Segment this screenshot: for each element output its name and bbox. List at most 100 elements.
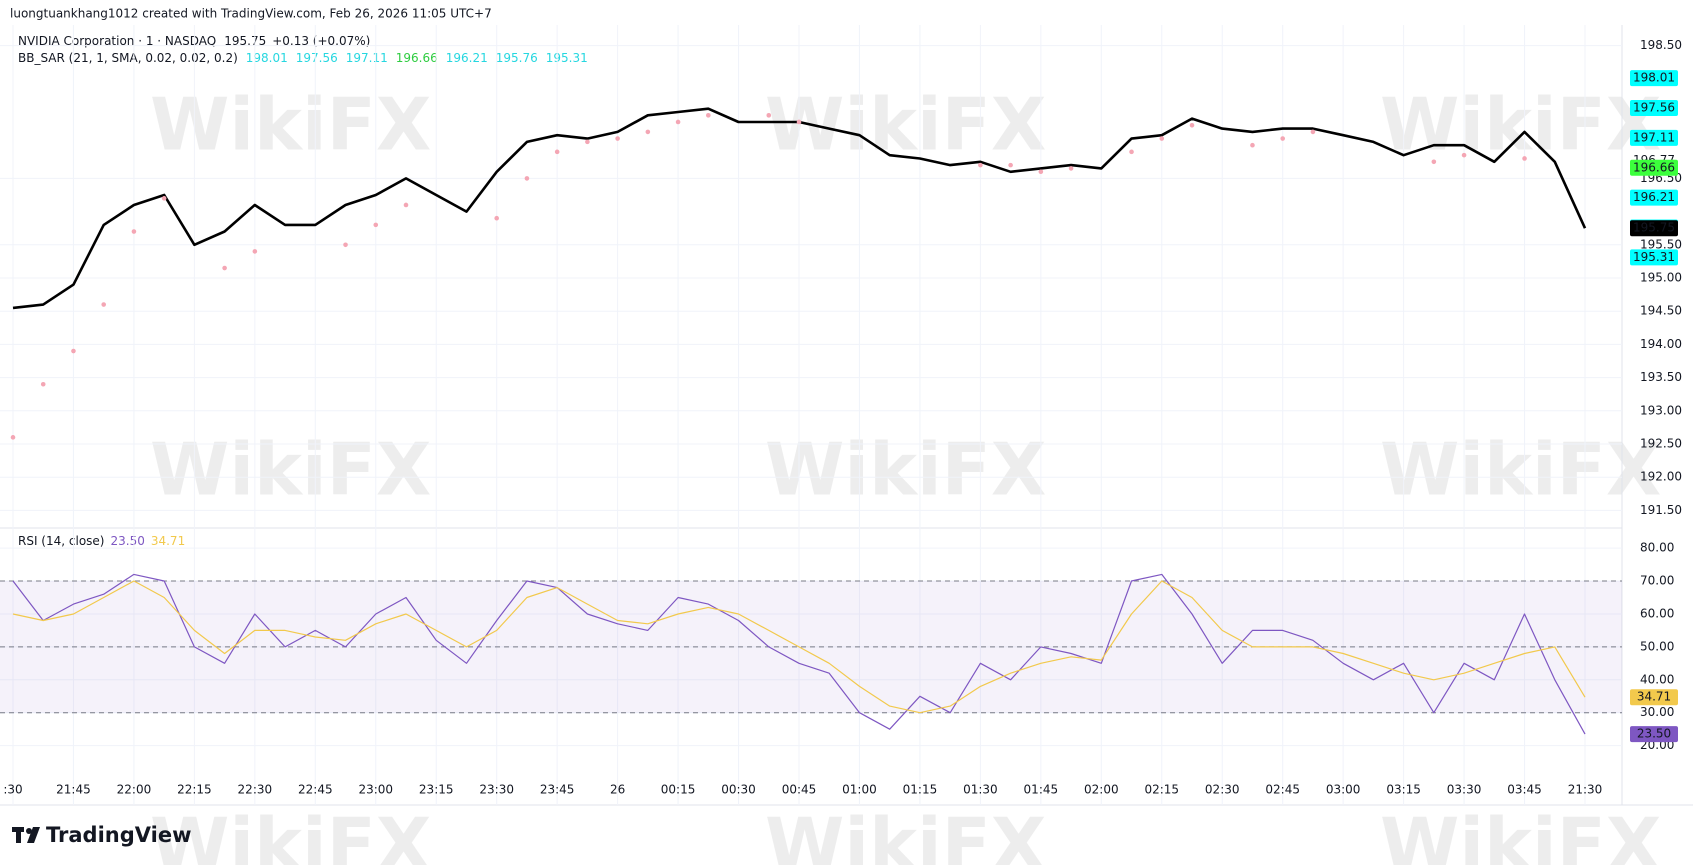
watermark: WikiFX [150,803,431,865]
x-tick-label: 01:45 [1024,783,1059,797]
x-tick-label: 23:30 [479,783,514,797]
y-tick-label: 198.50 [1640,38,1682,52]
credit: luongtuankhang1012 created with TradingV… [10,7,492,21]
sar-dot [71,348,76,354]
watermark: WikiFX [150,83,431,167]
x-tick-label: 22:00 [117,783,152,797]
x-tick-label: 23:45 [540,783,575,797]
x-tick-label: 26 [610,783,625,797]
symbol-legend: NVIDIA Corporation · 1 · NASDAQ 195.75 +0.… [18,34,370,48]
price-badge [1630,220,1678,237]
symbol: NVIDIA Corporation · 1 · NASDAQ [18,34,216,48]
indicator-value: 195.31 [546,51,588,65]
x-tick-label: 02:45 [1265,783,1300,797]
sar-dot [554,149,560,155]
sar-dot [675,119,681,125]
sar-dot [1310,129,1316,135]
sar-dot [161,196,167,201]
x-tick-label: 22:45 [298,783,333,797]
price-badge-label: 195.75 [1633,221,1675,235]
x-tick-label: 03:30 [1447,783,1482,797]
watermark: WikiFX [150,428,431,512]
y-tick-label: 195.50 [1640,237,1682,251]
sar-dot [403,202,409,208]
sar-dot [1008,162,1013,168]
x-tick-label: 00:15 [661,783,696,797]
y-tick-label: 80.00 [1640,541,1674,555]
last-price: 195.75 [224,34,266,48]
x-tick-label: 23:00 [358,783,393,797]
indicator: BB_SAR (21, 1, SMA, 0.02, 0.02, 0.2) [18,51,238,65]
rsi-title: RSI (14, close) 23.50 34.71 [18,534,185,548]
rsi-value: 23.50 [110,534,144,548]
price-badge [1630,129,1678,146]
y-tick-label: 30.00 [1640,705,1674,719]
x-tick-label: 00:45 [782,783,817,797]
sar-dot [10,435,16,440]
x-tick-label: 02:15 [1144,783,1179,797]
x-tick-label: :30 [3,783,22,797]
x-tick-label: 02:30 [1205,783,1240,797]
y-tick-label: 192.00 [1640,470,1682,484]
indicator-legend: BB_SAR (21, 1, SMA, 0.02, 0.02, 0.2) 198.… [18,51,588,65]
y-tick-label: 191.50 [1640,503,1682,517]
y-tick-label: 193.50 [1640,370,1682,384]
sar-dot [1159,136,1165,141]
sar-dot [1189,122,1195,128]
indicator-value: 195.76 [496,51,538,65]
x-tick-label: 03:15 [1386,783,1421,797]
price-badge-label: 197.11 [1633,130,1675,144]
rsi-value: 34.71 [151,534,185,548]
price-badge [1630,726,1678,743]
sar-dot [1038,169,1044,175]
sar-dot [373,222,379,228]
price-badge-label: 196.21 [1633,190,1675,204]
sar-dot [978,162,983,168]
sar-dot [615,136,620,141]
watermark: WikiFX [1380,83,1661,167]
sar-dot [131,229,137,234]
price-badge-label: 195.31 [1633,250,1675,264]
watermark: WikiFX [765,428,1046,512]
sar-dot [1129,149,1134,155]
sar-dot [343,242,348,248]
sar-dot [766,113,772,118]
watermark: WikiFX [1380,428,1661,512]
sar-dot [40,381,46,387]
brand: TradingView [46,823,191,847]
x-tick-label: 22:15 [177,783,212,797]
sar-dot [252,249,258,254]
sar-dot [101,302,106,307]
y-tick-label: 70.00 [1640,574,1674,588]
y-tick-label: 50.00 [1640,639,1674,653]
brand-logo [12,827,40,843]
price-badge-label: 198.01 [1633,71,1675,85]
x-tick-label: 03:00 [1326,783,1361,797]
sar-dot [222,265,227,271]
x-tick-label: 21:30 [1568,783,1603,797]
sar-dot [494,215,499,221]
y-tick-label: 194.50 [1640,304,1682,318]
series-line [12,573,1586,735]
price-badge-label: 197.56 [1633,101,1675,115]
sar-dot [1522,156,1527,161]
y-tick-label: 60.00 [1640,606,1674,620]
sar-dot [1280,136,1285,141]
indicator-value: 197.11 [346,51,388,65]
price-badge-label: 196.66 [1633,160,1675,174]
sar-dot [1461,152,1467,158]
watermarks: WikiFX WikiFX WikiFX WikiFX WikiFX WikiFX Wiki… [150,83,1661,865]
sar-dot [524,176,530,181]
y-tick-label: 40.00 [1640,672,1674,686]
price-badge-label: 34.71 [1637,690,1671,704]
sar-dot [1068,166,1074,171]
x-tick-label: 01:15 [903,783,938,797]
indicator-value: 198.01 [246,51,288,65]
indicator-value: 197.56 [296,51,338,65]
sar-dot [1250,142,1255,148]
sar-dot [1431,159,1437,165]
x-tick-label: 23:15 [419,783,454,797]
x-tick-label: 00:30 [721,783,756,797]
